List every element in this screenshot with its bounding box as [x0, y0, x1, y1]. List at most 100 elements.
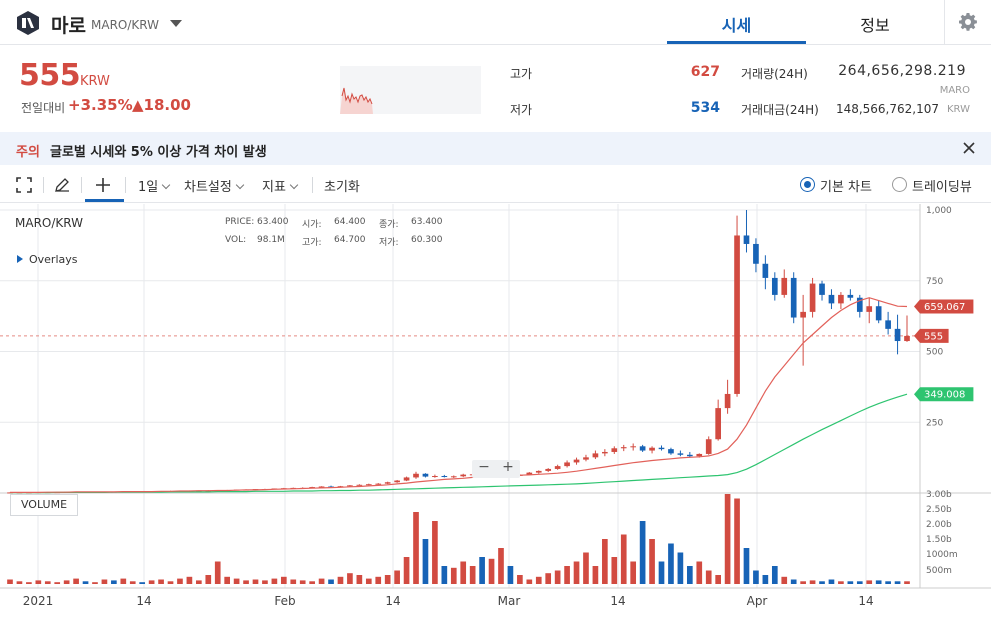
chart-settings-menu[interactable]: 차트설정 — [184, 176, 245, 195]
basic-chart-label[interactable]: 기본 차트 — [820, 180, 872, 195]
volume-bar — [781, 576, 788, 584]
price-marker — [914, 299, 974, 314]
volume-bar — [44, 581, 51, 584]
volume-bar — [573, 561, 580, 584]
x-tick-label: 14 — [858, 594, 873, 608]
candle-body — [403, 477, 410, 481]
legend-price: 63.400 — [257, 217, 289, 227]
basic-chart-radio[interactable] — [800, 177, 815, 192]
candle-body — [460, 474, 467, 477]
candle-body — [743, 235, 750, 244]
volume-bar — [375, 576, 382, 584]
volume-bar — [498, 548, 504, 584]
legend-high: 64.700 — [334, 235, 366, 245]
header: 마로 MARO/KRW 시세 정보 — [0, 0, 991, 45]
legend-price-label: PRICE: — [225, 217, 255, 227]
legend-close-label: 종가: — [379, 220, 399, 230]
pencil-icon[interactable] — [54, 177, 70, 193]
zoom-out-button[interactable]: − — [478, 459, 490, 475]
candle-body — [885, 320, 891, 329]
volume-bar — [517, 575, 523, 584]
candle-body — [573, 459, 580, 463]
x-tick-label: 14 — [385, 594, 400, 608]
crosshair-icon[interactable] — [95, 177, 111, 193]
chart-settings-label: 차트설정 — [184, 180, 232, 195]
volume-unit: MARO — [939, 85, 970, 96]
reset-button[interactable]: 초기화 — [324, 180, 360, 195]
x-tick-label: 2021 — [23, 594, 54, 608]
volume-bar — [271, 578, 278, 584]
zoom-in-button[interactable]: + — [502, 459, 514, 475]
volume-bar — [328, 579, 334, 584]
candle-body — [800, 311, 806, 318]
y-tick-label: 500 — [926, 348, 943, 358]
overlays-toggle[interactable]: Overlays — [17, 253, 78, 266]
candle-body — [620, 447, 627, 449]
volume-tick-label: 2.00b — [926, 520, 952, 530]
volume-bar — [545, 573, 552, 584]
volume-bar — [838, 581, 844, 584]
volume-bar — [35, 580, 42, 584]
fullscreen-icon[interactable] — [16, 177, 32, 193]
interval-select[interactable]: 1일 — [138, 176, 171, 195]
candle-body — [809, 283, 816, 312]
candle-body — [592, 453, 599, 458]
volume-bar — [743, 548, 750, 584]
volume-tick-label: 1000m — [926, 550, 958, 560]
chevron-down-icon[interactable] — [170, 20, 182, 27]
gear-icon[interactable] — [958, 12, 978, 32]
volume-bar — [318, 578, 325, 584]
volume-tick-label: 1.50b — [926, 535, 952, 545]
notice-tag: 주의 — [16, 145, 40, 160]
tab-info[interactable]: 정보 — [860, 16, 890, 35]
indicators-menu[interactable]: 지표 — [262, 176, 299, 195]
volume-tick-label: 3.00b — [926, 490, 952, 500]
candle-body — [668, 449, 674, 454]
legend-vol: 98.1M — [257, 235, 285, 245]
coin-name: 마로 — [51, 15, 86, 37]
price-chart[interactable]: 1,000 750 500 250 3.00b 2.50b 2.00b 1.50b 1000m 5… — [0, 204, 991, 618]
volume-panel-label: VOLUME — [10, 494, 78, 516]
volume-tick-label: 500m — [926, 566, 952, 576]
legend-low: 60.300 — [411, 235, 443, 245]
chart-toolbar: 1일 차트설정 지표 초기화 기본 차트 트레이딩뷰 — [0, 165, 991, 203]
volume-bar — [384, 575, 391, 584]
volume-bar — [535, 576, 542, 584]
chevron-down-icon — [289, 180, 299, 190]
candle-body — [677, 453, 684, 455]
candle-body — [564, 462, 570, 467]
ma-long-line — [10, 393, 908, 494]
candle-body — [696, 453, 703, 457]
tab-quote[interactable]: 시세 — [721, 16, 752, 35]
candle-body — [686, 454, 693, 457]
volume-bar — [875, 580, 882, 584]
divider — [81, 177, 82, 193]
volume-bar — [63, 580, 70, 584]
volume-bar — [649, 539, 655, 584]
candle-body — [318, 486, 325, 488]
candle-body — [347, 485, 353, 487]
candle-body — [894, 328, 901, 342]
close-icon[interactable] — [962, 141, 976, 155]
candle-body — [365, 484, 372, 486]
tradingview-radio[interactable] — [892, 177, 907, 192]
volume-bar — [696, 561, 703, 584]
volume-bar — [26, 582, 32, 584]
price-unit: KRW — [80, 74, 110, 89]
tradingview-label[interactable]: 트레이딩뷰 — [912, 180, 972, 195]
volume-bar — [422, 539, 429, 584]
volume-label: 거래량(24H) — [741, 67, 808, 81]
volume-bar — [92, 582, 98, 584]
volume-bar — [243, 580, 249, 584]
volume-bar — [73, 578, 79, 584]
candle-body — [422, 473, 429, 477]
divider — [312, 177, 313, 193]
candlestick-chart[interactable]: 1,000 750 500 250 3.00b 2.50b 2.00b 1.50b 1000m 5… — [0, 204, 991, 618]
volume-bar — [432, 521, 438, 584]
price-gap-notice: 주의 글로벌 시세와 5% 이상 가격 차이 발생 — [0, 132, 991, 165]
volume-bar — [16, 581, 23, 584]
volume-bar — [592, 566, 599, 584]
volume-bar — [252, 579, 259, 584]
volume-bar — [394, 570, 400, 584]
